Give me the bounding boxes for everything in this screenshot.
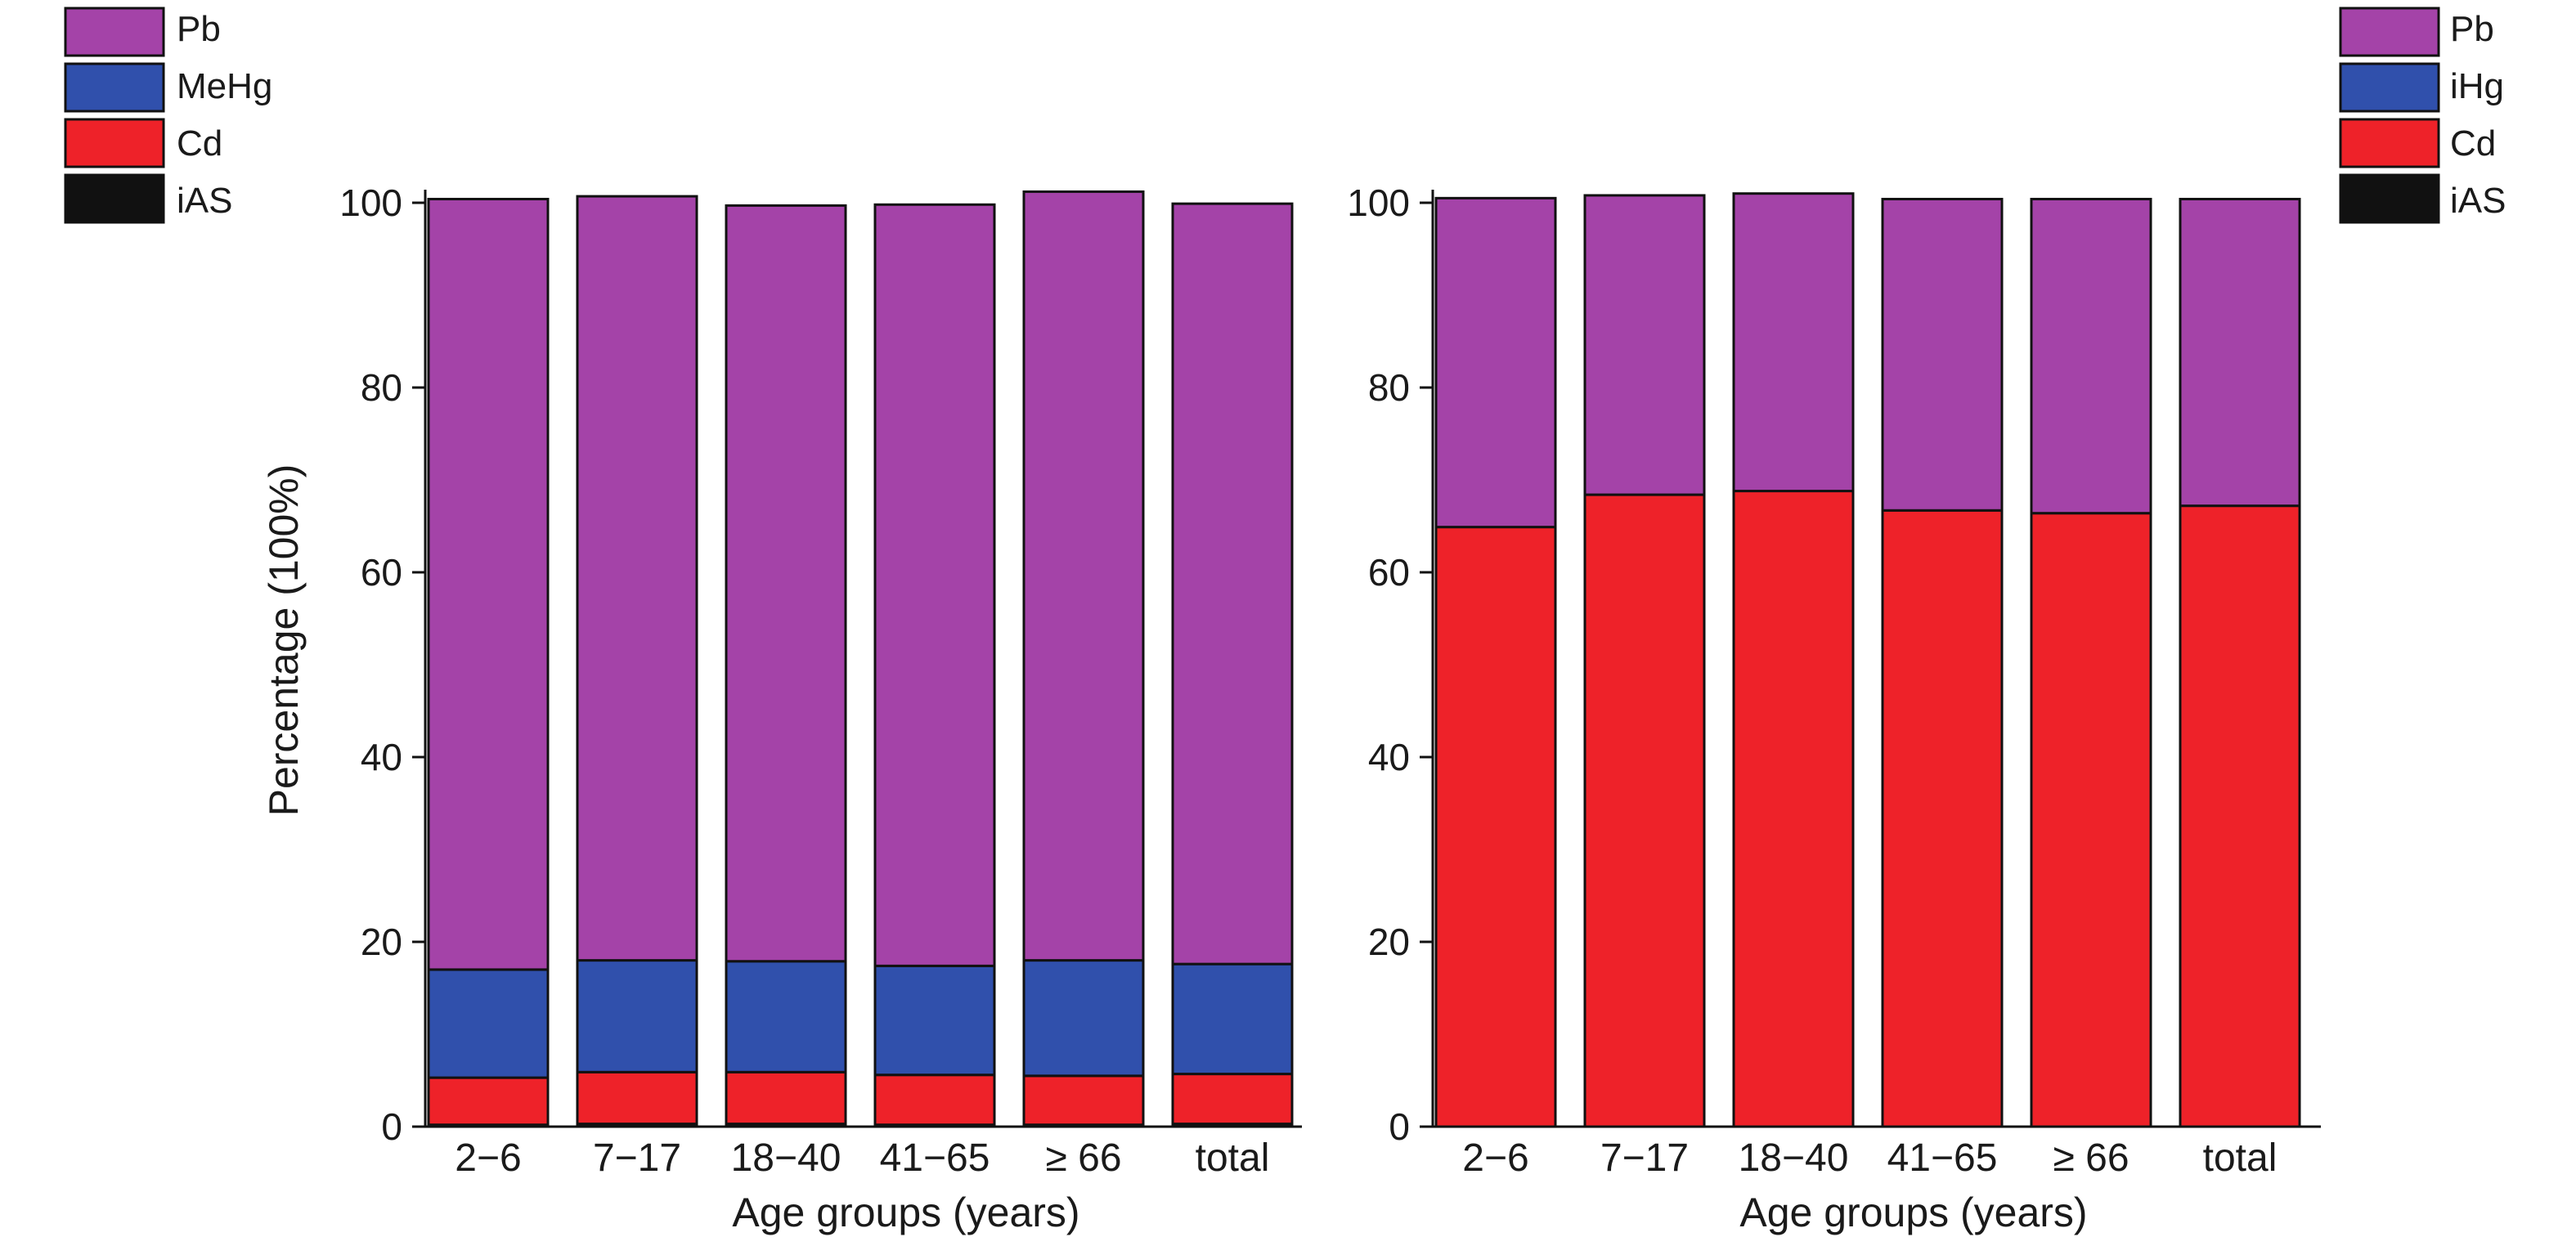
right-legend-swatch-ias [2339,173,2440,224]
left-legend-swatch-ias [64,173,165,224]
left-bar-18-40-mehg [725,960,847,1073]
left-x-ticks: 2−6 7−17 18−40 41−65 ≥ 66 total [455,1136,1269,1180]
left-x-tick-label: 18−40 [731,1136,841,1180]
right-y-tick-label: 40 [1368,736,1410,778]
left-x-tick-label: ≥ 66 [1045,1136,1121,1180]
right-legend-swatch-cd [2339,118,2440,168]
right-x-tick-label: 2−6 [1462,1136,1528,1180]
left-y-tick-label: 40 [361,736,402,778]
left-bar-7-17-mehg [576,959,698,1073]
right-legend-label-pb: Pb [2450,9,2494,49]
left-y-tick-label: 60 [361,551,402,594]
left-legend-swatch-mehg [64,62,165,113]
right-x-ticks: 2−6 7−17 18−40 41−65 ≥ 66 total [1462,1136,2277,1180]
right-y-tick-label: 60 [1368,551,1410,594]
right-legend-label-ias: iAS [2450,181,2506,221]
left-bar-41-65-pb [873,203,996,967]
right-x-axis-label: Age groups (years) [1739,1190,2087,1235]
right-x-tick-label: 41−65 [1887,1136,1998,1180]
left-y-tick-label: 100 [339,182,402,224]
left-legend-label-cd: Cd [177,123,222,164]
left-x-axis-label: Age groups (years) [732,1190,1079,1235]
left-bar-18-40-pb [725,204,847,963]
left-bar-2-6-pb [427,197,550,971]
left-x-tick-label: 41−65 [880,1136,990,1180]
left-bar-66-pb [1022,190,1145,962]
left-bar-total-pb [1171,202,1294,966]
left-chart: Pb MeHg Cd iAS 0 20 40 60 80 100 2−6 7−17 18−40… [64,7,1302,1235]
right-bar-total-cd [2179,504,2301,1128]
left-bar-66-mehg [1022,959,1145,1078]
left-legend-swatch-pb [64,7,165,57]
right-bar-66-pb [2030,197,2152,515]
right-bar-18-40-pb [1732,192,1855,493]
right-y-tick-label: 80 [1368,366,1410,409]
right-bar-7-17-pb [1583,194,1706,496]
left-y-axis-label: Percentage (100%) [261,464,307,817]
left-bar-2-6-cd [427,1076,550,1127]
left-bar-41-65-mehg [873,964,996,1077]
left-bar-41-65-cd [873,1073,996,1127]
left-bar-total-mehg [1171,962,1294,1076]
left-bar-18-40-cd [725,1070,847,1126]
left-bar-7-17-cd [576,1070,698,1126]
right-bar-41-65-cd [1881,509,2004,1128]
left-legend-swatch-cd [64,118,165,168]
right-bar-2-6-cd [1434,526,1557,1128]
right-x-tick-label: total [2203,1136,2278,1180]
left-x-tick-label: 2−6 [455,1136,521,1180]
right-bars [1434,192,2301,1128]
right-x-tick-label: 18−40 [1739,1136,1849,1180]
left-y-ticks: 0 20 40 60 80 100 [339,182,425,1148]
left-bar-total-cd [1171,1073,1294,1126]
left-y-tick-label: 80 [361,366,402,409]
right-legend-label-ihg: iHg [2450,66,2504,106]
left-legend: Pb MeHg Cd iAS [64,7,272,224]
left-bars [427,190,1294,1128]
right-chart: Pb iHg Cd iAS 0 20 40 60 80 100 2−6 7−17 18−40 4… [1347,7,2506,1235]
right-bar-2-6-pb [1434,196,1557,529]
right-bar-18-40-cd [1732,490,1855,1128]
right-legend-label-cd: Cd [2450,123,2496,164]
left-y-tick-label: 0 [381,1105,402,1148]
right-x-tick-label: ≥ 66 [2053,1136,2129,1180]
right-legend-swatch-ihg [2339,62,2440,113]
right-legend-swatch-pb [2339,7,2440,57]
left-legend-label-pb: Pb [177,9,221,49]
right-bar-total-pb [2179,197,2301,508]
left-y-tick-label: 20 [361,921,402,963]
left-legend-label-mehg: MeHg [177,66,272,106]
left-bar-66-cd [1022,1074,1145,1127]
right-bar-66-cd [2030,512,2152,1128]
right-y-tick-label: 100 [1347,182,1410,224]
left-bar-7-17-pb [576,195,698,962]
right-y-ticks: 0 20 40 60 80 100 [1347,182,1433,1148]
right-bar-41-65-pb [1881,197,2004,512]
right-legend: Pb iHg Cd iAS [2339,7,2506,224]
right-y-tick-label: 0 [1389,1105,1410,1148]
right-x-tick-label: 7−17 [1600,1136,1689,1180]
left-x-tick-label: total [1196,1136,1270,1180]
left-legend-label-ias: iAS [177,181,232,221]
right-bar-7-17-cd [1583,493,1706,1128]
left-bar-2-6-mehg [427,968,550,1079]
left-x-tick-label: 7−17 [593,1136,681,1180]
right-y-tick-label: 20 [1368,921,1410,963]
